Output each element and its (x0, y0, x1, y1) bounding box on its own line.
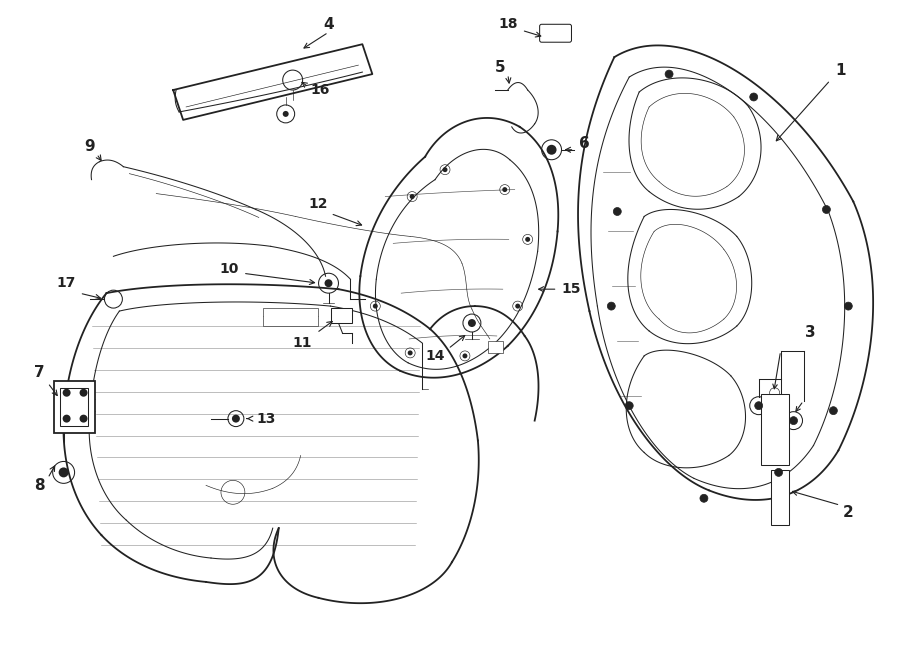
Circle shape (79, 414, 87, 422)
Text: 8: 8 (34, 478, 45, 493)
Circle shape (546, 145, 556, 155)
Text: 15: 15 (562, 282, 581, 296)
Circle shape (613, 208, 621, 215)
Text: 1: 1 (835, 63, 846, 77)
Text: 9: 9 (85, 139, 94, 154)
Text: 3: 3 (806, 325, 815, 340)
Circle shape (63, 414, 70, 422)
Circle shape (468, 319, 476, 327)
FancyBboxPatch shape (59, 388, 87, 426)
Circle shape (443, 167, 447, 172)
Circle shape (775, 469, 783, 477)
FancyBboxPatch shape (760, 394, 788, 465)
Circle shape (287, 313, 294, 321)
FancyBboxPatch shape (54, 381, 95, 432)
Text: 7: 7 (34, 366, 45, 380)
Circle shape (325, 279, 332, 287)
Text: 6: 6 (579, 136, 590, 151)
FancyBboxPatch shape (330, 308, 353, 323)
FancyBboxPatch shape (540, 24, 572, 42)
FancyBboxPatch shape (488, 341, 503, 353)
Circle shape (515, 303, 520, 309)
Circle shape (283, 111, 289, 117)
Text: 10: 10 (220, 262, 238, 276)
Text: 14: 14 (426, 349, 445, 363)
Circle shape (63, 389, 70, 397)
Circle shape (58, 467, 68, 477)
Circle shape (626, 402, 634, 410)
Circle shape (502, 187, 508, 192)
Circle shape (789, 416, 797, 424)
Text: 5: 5 (494, 59, 505, 75)
Text: 12: 12 (309, 196, 328, 211)
Circle shape (844, 302, 852, 310)
Circle shape (526, 237, 530, 242)
Circle shape (410, 194, 415, 199)
Text: 4: 4 (323, 17, 334, 32)
Circle shape (823, 206, 831, 214)
Circle shape (463, 354, 467, 358)
Circle shape (750, 93, 758, 101)
Circle shape (288, 75, 298, 85)
Circle shape (373, 303, 378, 309)
Circle shape (232, 414, 240, 422)
FancyBboxPatch shape (263, 308, 318, 326)
Text: 17: 17 (57, 276, 76, 290)
Circle shape (302, 313, 310, 321)
Circle shape (608, 302, 616, 310)
FancyBboxPatch shape (770, 471, 788, 525)
Text: 2: 2 (843, 505, 854, 520)
Text: 13: 13 (256, 412, 275, 426)
Text: 18: 18 (498, 17, 518, 31)
Circle shape (272, 313, 280, 321)
Text: 11: 11 (292, 336, 312, 350)
Circle shape (408, 350, 413, 356)
Circle shape (665, 70, 673, 78)
Circle shape (830, 407, 837, 414)
Circle shape (79, 389, 87, 397)
Text: 16: 16 (310, 83, 330, 97)
Circle shape (755, 402, 762, 410)
Circle shape (700, 494, 708, 502)
